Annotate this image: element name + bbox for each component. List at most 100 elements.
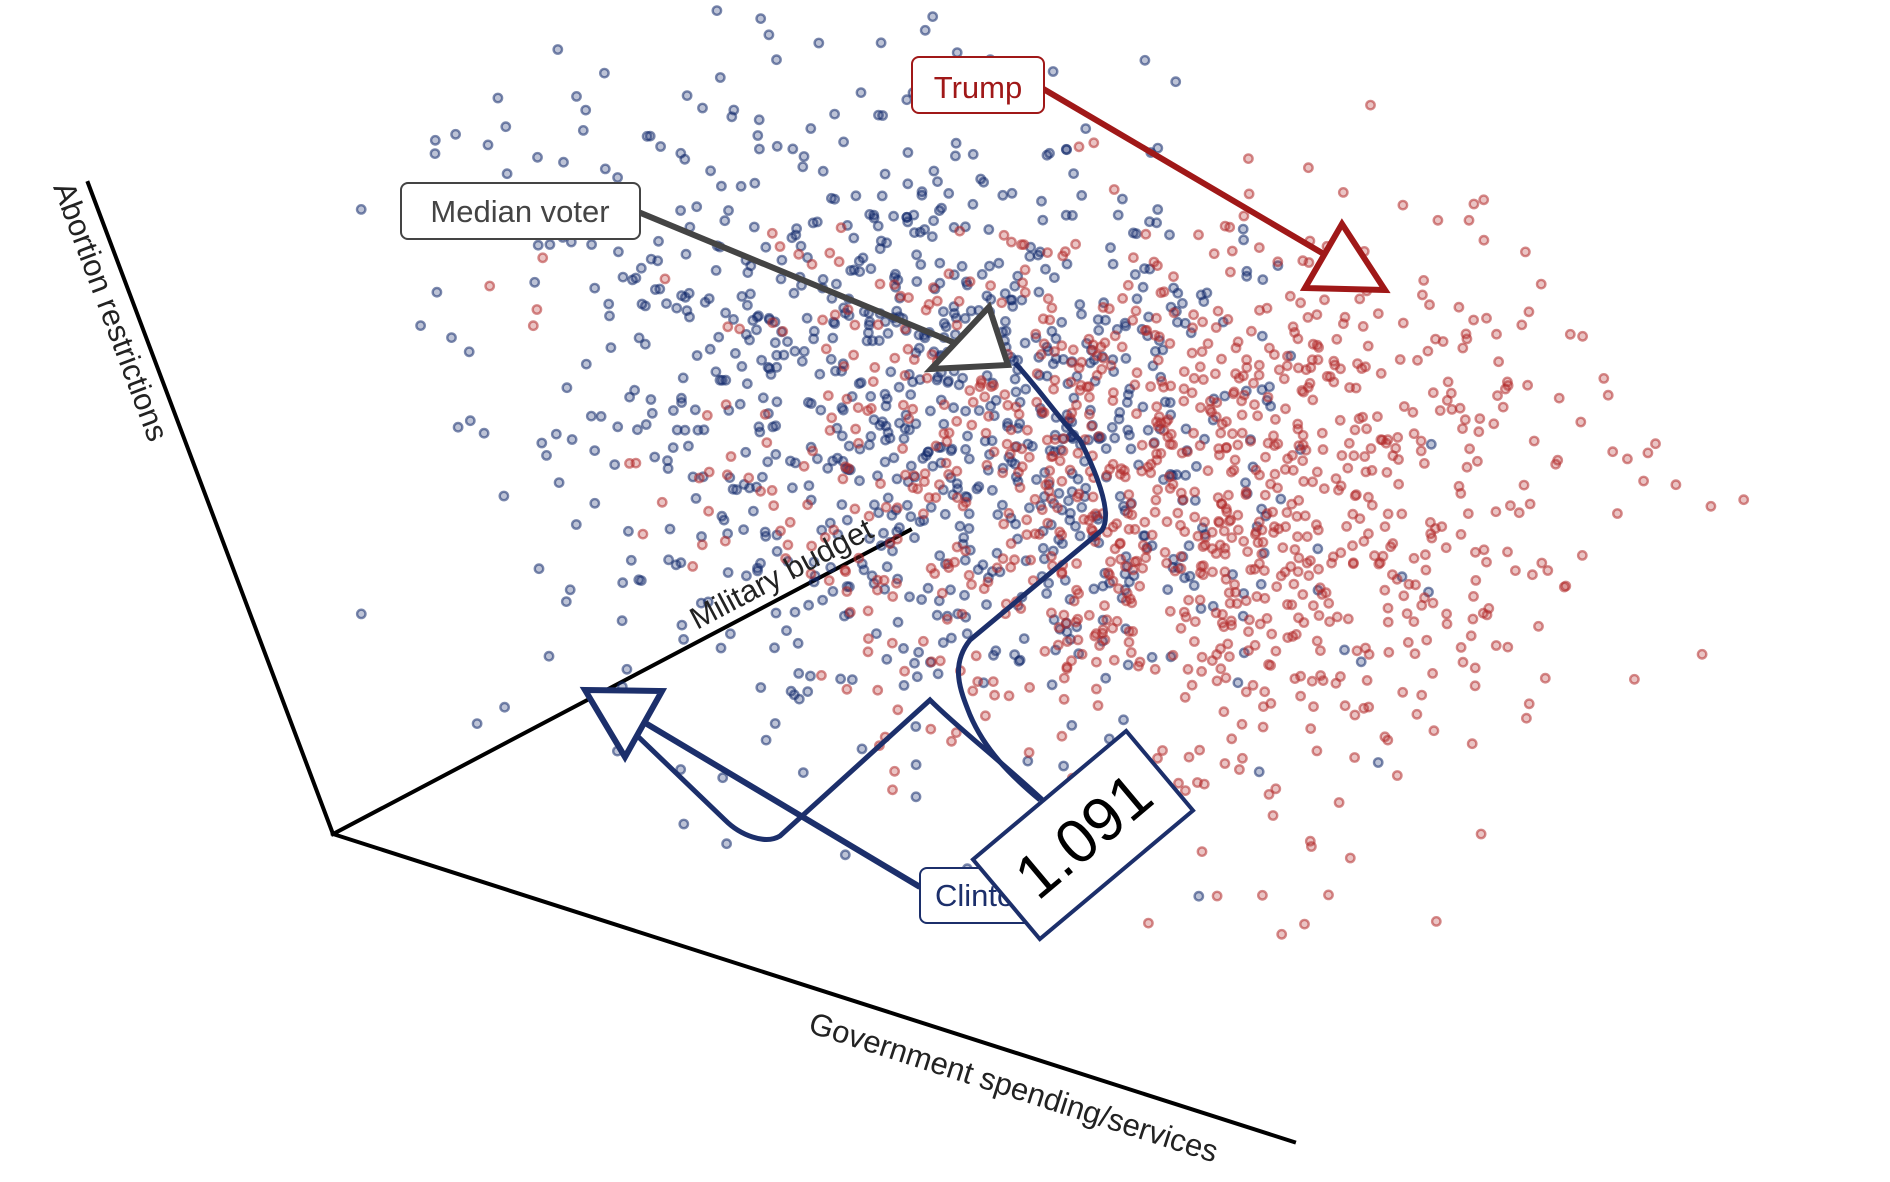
data-point [1316,589,1328,600]
data-point [1455,642,1467,653]
data-point [988,649,999,661]
data-point [1622,453,1633,465]
data-point [1354,293,1366,305]
data-point [1257,889,1268,901]
data-point [1006,187,1018,199]
data-point [1186,679,1198,691]
data-point [1170,76,1182,88]
data-point [793,248,805,260]
data-point [877,110,888,121]
data-point [1558,581,1570,593]
data-point [931,295,943,307]
data-point [1390,442,1402,454]
data-point [1066,720,1078,731]
data-point [1232,509,1244,521]
data-point [1124,576,1135,588]
data-point [1071,558,1083,569]
data-point [1298,386,1309,398]
data-point [1052,502,1063,514]
data-point [716,510,728,522]
data-point [566,434,578,445]
data-point [585,410,597,422]
data-point [1522,379,1534,391]
data-point [1372,308,1384,319]
data-point [996,297,1008,309]
data-point [1307,338,1319,350]
data-point [629,384,640,396]
data-point [991,562,1003,574]
data-point [1047,358,1059,370]
data-point [1129,269,1141,280]
data-point [1457,342,1469,354]
data-point [869,499,880,511]
data-point [807,445,818,457]
data-point [769,337,781,349]
data-point [1241,354,1253,366]
data-point [1286,599,1298,611]
data-point [1297,255,1309,267]
data-point [857,252,869,264]
data-point [1164,397,1176,408]
data-point [913,646,924,658]
data-point [1249,399,1260,410]
data-point [798,345,810,357]
data-point [1178,366,1190,377]
data-point [1357,320,1369,332]
data-point [1009,554,1020,566]
data-point [1351,645,1363,657]
data-point [806,258,818,270]
data-point [1272,256,1284,268]
data-point [1281,360,1293,372]
data-point [1218,525,1230,537]
data-point [664,523,676,535]
data-point [917,452,929,464]
data-point [963,523,975,534]
data-point [734,398,746,410]
data-point [1240,477,1251,489]
data-point [1027,440,1038,452]
data-point [1173,777,1184,789]
data-point [1528,435,1540,447]
data-point [1188,309,1200,321]
data-point [1483,603,1495,614]
data-point [985,381,997,392]
data-point [1020,383,1032,395]
data-point [605,342,617,353]
data-point [932,668,944,680]
data-point [1122,659,1134,671]
data-point [980,427,992,439]
data-point [1312,543,1324,555]
data-point [854,475,865,487]
data-point [1521,712,1532,724]
data-point [747,314,759,326]
data-point [1080,123,1092,135]
data-point [1151,312,1162,324]
data-point [616,615,628,627]
data-point [836,430,848,442]
data-point [1037,542,1049,554]
data-point [1197,541,1209,552]
data-point [749,177,761,189]
data-point [1000,315,1011,327]
data-point [1323,889,1334,901]
data-point [1478,234,1490,246]
data-point [1269,468,1281,480]
data-point [769,642,780,654]
data-point [1232,677,1244,689]
data-point [827,586,839,597]
data-point [972,564,984,575]
data-point [1070,616,1082,628]
data-point [1104,569,1115,581]
data-point [1430,916,1442,927]
data-point [787,482,798,494]
data-point [1022,755,1034,767]
data-point [1243,645,1254,656]
data-point [1035,348,1047,360]
data-point [759,408,771,420]
data-point [1005,538,1017,549]
data-point [939,508,951,520]
data-point [1533,620,1544,632]
data-point [703,505,714,517]
data-point [1442,376,1454,388]
data-point [909,657,920,669]
